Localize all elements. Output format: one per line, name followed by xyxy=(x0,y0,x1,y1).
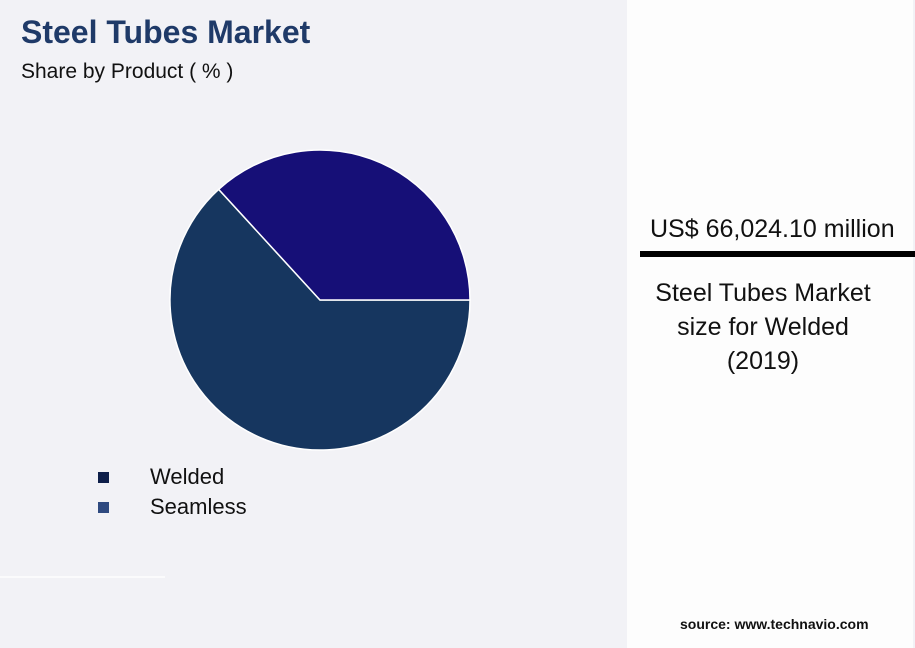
pie-slice-welded xyxy=(169,188,471,451)
legend: Welded Seamless xyxy=(98,462,247,522)
legend-item-seamless: Seamless xyxy=(98,492,247,522)
chart-title: Steel Tubes Market xyxy=(21,14,311,50)
caption-line: (2019) xyxy=(726,347,800,375)
pie-slice-seamless xyxy=(217,149,471,301)
legend-swatch xyxy=(98,471,109,483)
legend-swatch xyxy=(98,501,109,513)
caption-line: Steel Tubes Market xyxy=(655,279,871,307)
legend-item-welded: Welded xyxy=(98,462,247,492)
caption-line: size for Welded xyxy=(677,313,849,341)
legend-label: Welded xyxy=(150,464,225,489)
divider xyxy=(0,576,165,578)
market-size-value: US$ 66,024.10 million xyxy=(650,215,895,243)
legend-label: Seamless xyxy=(150,494,247,519)
source-text: source: www.technavio.com xyxy=(680,616,869,632)
pie-chart xyxy=(169,149,471,451)
market-size-caption: Steel Tubes Market size for Welded (2019… xyxy=(636,276,890,378)
divider-rule xyxy=(640,251,915,257)
chart-subtitle: Share by Product ( % ) xyxy=(21,60,234,83)
highlight-panel xyxy=(627,0,913,648)
